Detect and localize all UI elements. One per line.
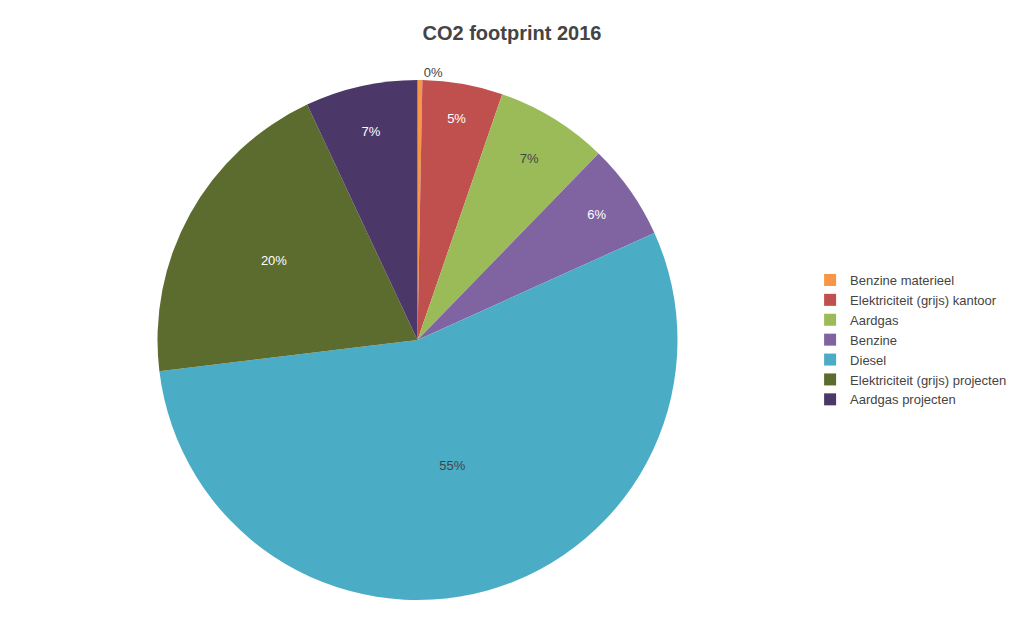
svg-text:Elektriciteit (grijs) projecte: Elektriciteit (grijs) projecten (850, 373, 1006, 388)
svg-text:0%: 0% (424, 65, 443, 80)
svg-text:Aardgas: Aardgas (850, 313, 899, 328)
svg-text:CO2 footprint 2016: CO2 footprint 2016 (423, 22, 602, 44)
svg-text:6%: 6% (587, 207, 606, 222)
svg-text:7%: 7% (361, 124, 380, 139)
svg-text:Benzine: Benzine (850, 333, 897, 348)
svg-text:Benzine materieel: Benzine materieel (850, 273, 954, 288)
svg-text:Elektriciteit (grijs) kantoor: Elektriciteit (grijs) kantoor (850, 293, 997, 308)
svg-text:Aardgas projecten: Aardgas projecten (850, 392, 956, 407)
svg-text:Diesel: Diesel (850, 353, 886, 368)
svg-text:7%: 7% (520, 151, 539, 166)
svg-text:20%: 20% (261, 253, 287, 268)
svg-text:5%: 5% (447, 111, 466, 126)
svg-text:55%: 55% (439, 458, 465, 473)
